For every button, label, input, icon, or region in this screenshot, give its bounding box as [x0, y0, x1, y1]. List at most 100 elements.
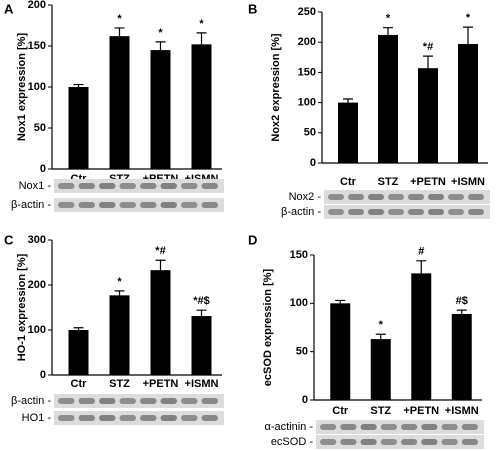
blot-band	[448, 194, 464, 200]
x-tick-label: STZ	[109, 378, 130, 390]
y-tick-label: 100	[290, 297, 308, 309]
x-tick-label: STZ	[370, 405, 391, 417]
x-tick-label: Ctr	[332, 405, 349, 417]
y-tick-label: 150	[28, 40, 46, 52]
blot-band	[201, 183, 218, 189]
error-bar	[73, 327, 84, 330]
bar	[150, 50, 171, 169]
bar	[191, 316, 212, 375]
error-bar	[73, 83, 84, 87]
blot-band	[320, 424, 337, 430]
y-tick-label: 200	[298, 36, 316, 48]
y-tick-label: 300	[28, 234, 46, 246]
significance-label: *	[379, 319, 384, 331]
bar	[330, 303, 351, 400]
blot-band	[421, 424, 438, 430]
significance-label: *#	[155, 245, 165, 257]
blot-band	[328, 209, 344, 215]
blot-band	[58, 202, 75, 208]
blot-band	[368, 194, 384, 200]
blot-band	[441, 439, 458, 445]
bar	[109, 36, 130, 169]
blot-band	[119, 398, 136, 404]
blot-band	[160, 415, 177, 421]
x-tick-label: +ISMN	[445, 405, 479, 417]
blot-band	[201, 398, 218, 404]
y-tick-label: 50	[304, 127, 316, 139]
blot-band	[340, 424, 357, 430]
blot-band	[140, 415, 157, 421]
error-bar	[196, 32, 207, 45]
blot-band	[140, 202, 157, 208]
significance-label: *#	[423, 41, 433, 53]
blot-band	[160, 183, 177, 189]
blot-label: β-actin -	[11, 395, 51, 407]
significance-label: *	[117, 276, 122, 288]
y-tick-label: 50	[296, 346, 308, 358]
y-tick-label: 0	[40, 163, 46, 175]
blot-band	[181, 398, 198, 404]
significance-label: *#$	[193, 295, 210, 307]
y-axis-label: Nox2 expression [%]	[270, 33, 282, 142]
blot-band	[320, 439, 337, 445]
panel-letter: B	[248, 1, 257, 16]
blot-label: ecSOD -	[271, 436, 314, 448]
bar	[418, 68, 438, 163]
y-tick-label: 0	[302, 394, 308, 406]
error-bar	[423, 55, 433, 69]
y-tick-label: 0	[40, 369, 46, 381]
blot-band	[428, 194, 444, 200]
error-bar	[335, 299, 346, 304]
bar	[150, 270, 171, 375]
y-axis-label: Nox1 expression [%]	[16, 33, 28, 142]
error-bar	[456, 309, 467, 314]
blot-strip	[54, 394, 224, 408]
blot-band	[388, 194, 404, 200]
blot-band	[348, 194, 364, 200]
blot-band	[461, 439, 478, 445]
x-tick-label: +PETN	[403, 405, 439, 417]
x-tick-label: +PETN	[410, 176, 446, 188]
y-tick-label: 150	[298, 66, 316, 78]
error-bar	[383, 27, 393, 35]
bar	[370, 339, 391, 400]
error-bar	[155, 41, 166, 51]
blot-band	[408, 194, 424, 200]
blot-band	[119, 415, 136, 421]
blot-strip	[324, 190, 490, 204]
significance-label: *	[386, 13, 391, 25]
blot-band	[421, 439, 438, 445]
error-bar	[343, 98, 353, 103]
blot-band	[119, 202, 136, 208]
error-bar	[155, 259, 166, 271]
error-bar	[375, 333, 386, 340]
y-axis-label: ecSOD expression [%]	[262, 268, 274, 386]
blot-strip	[316, 435, 484, 449]
x-tick-label: +ISMN	[185, 378, 219, 390]
blot-strip	[54, 198, 224, 212]
y-axis-label: HO-1 expression [%]	[16, 253, 28, 361]
blot-strip	[316, 420, 484, 434]
panel-letter: D	[248, 232, 257, 247]
y-tick-label: 200	[28, 279, 46, 291]
bar	[68, 330, 89, 375]
blot-band	[58, 183, 75, 189]
y-tick-label: 200	[28, 0, 46, 11]
significance-label: *	[117, 13, 122, 25]
blot-band	[201, 202, 218, 208]
blot-band	[468, 194, 484, 200]
blot-band	[78, 398, 95, 404]
blot-band	[468, 209, 484, 215]
y-tick-label: 100	[28, 324, 46, 336]
bar	[378, 34, 398, 164]
y-tick-label: 150	[290, 249, 308, 261]
blot-label: β-actin -	[281, 206, 321, 218]
blot-band	[368, 209, 384, 215]
error-bar	[196, 309, 207, 317]
blot-band	[99, 398, 116, 404]
blot-band	[201, 415, 218, 421]
error-bar	[114, 27, 125, 37]
y-tick-label: 50	[34, 122, 46, 134]
blot-band	[380, 439, 397, 445]
